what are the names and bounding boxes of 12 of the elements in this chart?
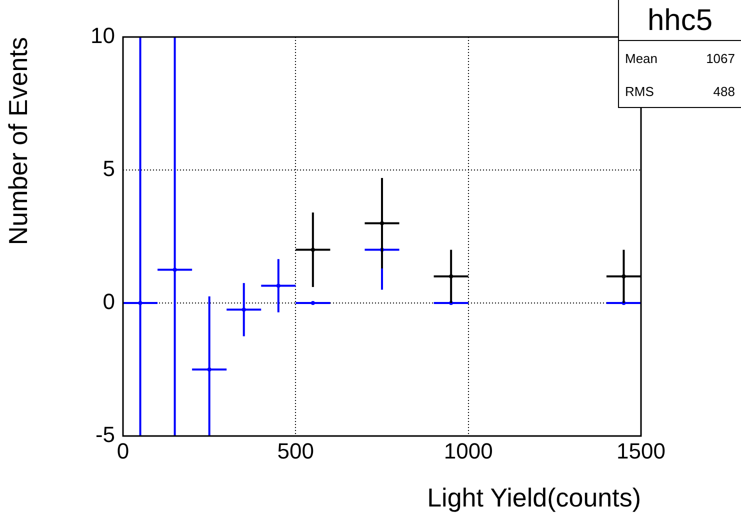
y-tick-label: 10	[90, 23, 115, 48]
x-tick-label: 1000	[444, 438, 493, 464]
x-tick-label: 1500	[616, 438, 666, 464]
y-tick-label: 0	[102, 289, 115, 314]
y-tick-label: 5	[102, 156, 115, 182]
chart-title: hhc5	[619, 0, 741, 41]
y-axis-title: Number of Events	[2, 37, 33, 246]
text: Mean 1067	[625, 51, 735, 66]
x-axis-title: Light Yield(counts)	[427, 482, 641, 513]
text: RMS 488	[625, 84, 735, 99]
x-tick-label: 500	[277, 438, 314, 464]
y-tick-label: -5	[95, 422, 115, 448]
